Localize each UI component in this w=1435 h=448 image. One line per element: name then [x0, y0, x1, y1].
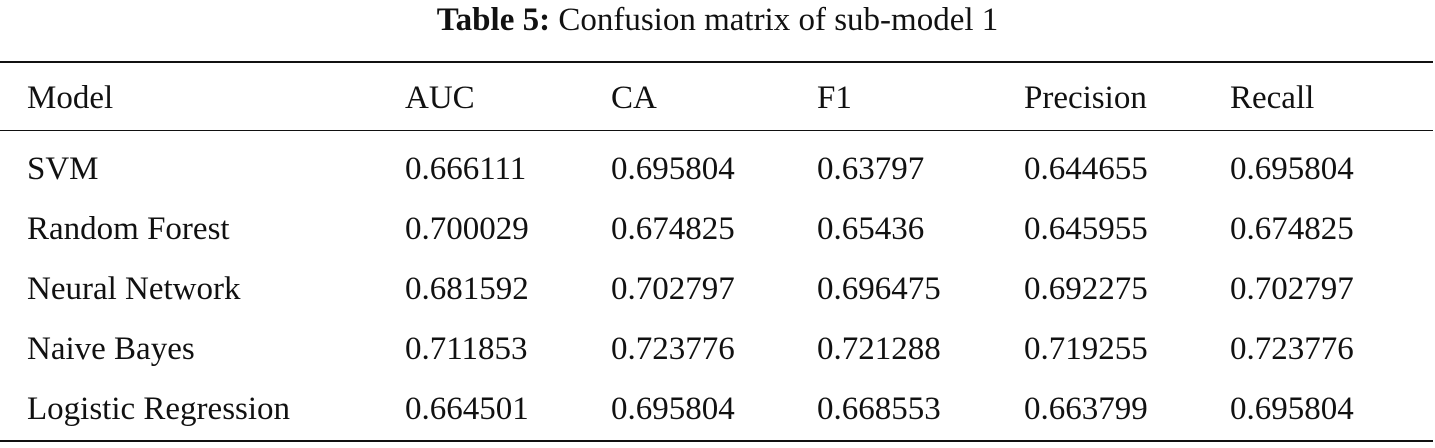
cell-ca: 0.674825: [611, 211, 735, 247]
table-header-rule: [0, 130, 1433, 131]
cell-precision: 0.644655: [1024, 151, 1148, 187]
table-top-rule: [0, 61, 1433, 63]
cell-recall: 0.695804: [1230, 151, 1354, 187]
cell-precision: 0.663799: [1024, 391, 1148, 427]
cell-f1: 0.65436: [817, 211, 925, 247]
table-header-row: Model AUC CA F1 Precision Recall: [0, 72, 1435, 124]
cell-f1: 0.721288: [817, 331, 941, 367]
cell-f1: 0.63797: [817, 151, 925, 187]
table-caption: Table 5: Confusion matrix of sub-model 1: [0, 0, 1435, 44]
cell-recall: 0.723776: [1230, 331, 1354, 367]
cell-recall: 0.695804: [1230, 391, 1354, 427]
cell-auc: 0.681592: [405, 271, 529, 307]
cell-ca: 0.723776: [611, 331, 735, 367]
header-precision: Precision: [1024, 80, 1147, 116]
cell-precision: 0.645955: [1024, 211, 1148, 247]
table-caption-text: Confusion matrix of sub-model 1: [558, 2, 999, 38]
cell-f1: 0.668553: [817, 391, 941, 427]
header-auc: AUC: [405, 80, 475, 116]
cell-precision: 0.719255: [1024, 331, 1148, 367]
table-row: SVM 0.666111 0.695804 0.63797 0.644655 0…: [0, 143, 1435, 195]
cell-f1: 0.696475: [817, 271, 941, 307]
cell-model: Logistic Regression: [27, 391, 291, 427]
cell-model: Random Forest: [27, 211, 230, 247]
cell-model: Naive Bayes: [27, 331, 195, 367]
table-caption-label: Table 5:: [436, 2, 551, 38]
cell-ca: 0.702797: [611, 271, 735, 307]
cell-recall: 0.702797: [1230, 271, 1354, 307]
cell-ca: 0.695804: [611, 151, 735, 187]
cell-model: Neural Network: [27, 271, 241, 307]
header-recall: Recall: [1230, 80, 1315, 116]
header-ca: CA: [611, 80, 657, 116]
cell-recall: 0.674825: [1230, 211, 1354, 247]
table-row: Neural Network 0.681592 0.702797 0.69647…: [0, 263, 1435, 315]
cell-auc: 0.664501: [405, 391, 529, 427]
cell-auc: 0.711853: [405, 331, 528, 367]
table-row: Random Forest 0.700029 0.674825 0.65436 …: [0, 203, 1435, 255]
cell-precision: 0.692275: [1024, 271, 1148, 307]
cell-ca: 0.695804: [611, 391, 735, 427]
header-model: Model: [27, 80, 114, 116]
table-row: Naive Bayes 0.711853 0.723776 0.721288 0…: [0, 323, 1435, 375]
table-row: Logistic Regression 0.664501 0.695804 0.…: [0, 383, 1435, 435]
header-f1: F1: [817, 80, 852, 116]
cell-model: SVM: [27, 151, 99, 187]
table-bottom-rule: [0, 440, 1433, 442]
cell-auc: 0.666111: [405, 151, 527, 187]
cell-auc: 0.700029: [405, 211, 529, 247]
